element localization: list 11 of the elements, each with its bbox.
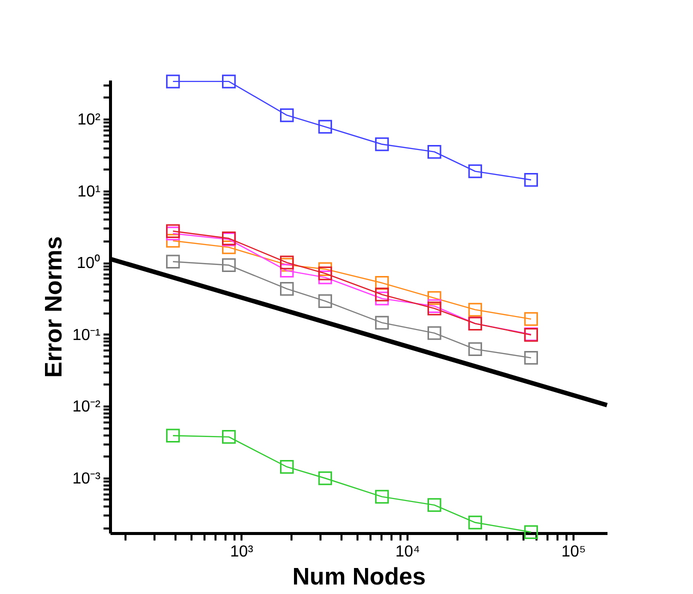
x-axis-title: Num Nodes: [292, 564, 426, 590]
x-tick-label: 10⁵: [561, 544, 586, 560]
x-tick-label: 10³: [230, 544, 254, 560]
x-tick-label: 10⁴: [395, 544, 420, 560]
y-tick-label: 10⁰: [76, 254, 100, 272]
y-tick-label: 10⁻¹: [72, 326, 100, 344]
y-tick-label: 10¹: [77, 183, 100, 200]
y-tick-label: 10⁻²: [72, 398, 102, 416]
y-tick-label: 10²: [77, 112, 102, 129]
y-axis-title: Error Norms: [40, 236, 68, 378]
y-tick-label: 10⁻³: [72, 470, 102, 488]
